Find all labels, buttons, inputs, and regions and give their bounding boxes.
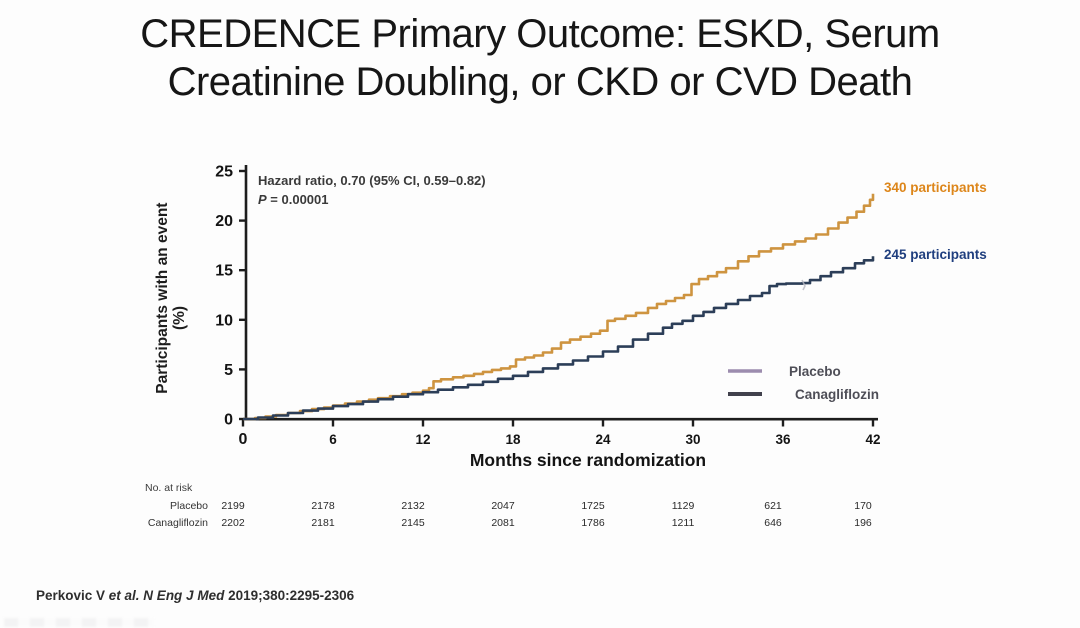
x-axis-title: Months since randomization: [470, 450, 706, 470]
at-risk-value: 2202: [221, 517, 245, 529]
x-tick-label: 42: [865, 432, 880, 447]
at-risk-value: 621: [764, 500, 782, 512]
y-tick-label: 10: [215, 312, 233, 329]
at-risk-value: 2132: [401, 500, 425, 512]
placebo-curve: [243, 193, 875, 421]
at-risk-value: 646: [764, 517, 782, 529]
canagliflozin-curve: [243, 256, 875, 421]
y-tick-label: 20: [215, 213, 233, 230]
y-tick-label: 25: [215, 164, 233, 181]
at-risk-value: 2145: [401, 517, 425, 529]
y-axis-title: Participants with an event (%): [154, 198, 188, 394]
legend: Placebo Canagliflozin: [728, 364, 879, 402]
slide-title-line2: Creatinine Doubling, or CKD or CVD Death: [167, 60, 913, 104]
legend-canagliflozin-label: Canagliflozin: [795, 387, 879, 402]
chart-generated-layer: 0 6 12 18 24 30 36 42 0 5 10 15 20 25 2199 2178 2132 2047…: [215, 164, 880, 530]
p-value-text: P = 0.00001: [258, 192, 329, 207]
x-tick-label: 18: [505, 432, 521, 447]
x-tick-label: 24: [595, 432, 611, 447]
at-risk-row-label-canagliflozin: Canagliflozin: [148, 517, 208, 529]
at-risk-value: 2181: [311, 517, 335, 529]
at-risk-value: 1786: [581, 517, 605, 529]
x-tick-label: 12: [415, 432, 430, 447]
citation: Perkovic V et al. N Eng J Med 2019;380:2…: [36, 588, 354, 603]
citation-journal: et al. N Eng J Med: [108, 588, 229, 603]
hazard-ratio-text: Hazard ratio, 0.70 (95% CI, 0.59–0.82): [258, 173, 486, 188]
bottom-watermark-artifact: [4, 618, 154, 627]
x-tick-label: 6: [329, 432, 337, 447]
at-risk-value: 196: [854, 517, 872, 529]
legend-placebo-label: Placebo: [789, 364, 841, 379]
y-tick-label: 5: [224, 362, 233, 379]
x-tick-label: 30: [685, 432, 700, 447]
slide-title-line1: CREDENCE Primary Outcome: ESKD, Serum: [140, 12, 940, 56]
citation-author: Perkovic V: [36, 588, 109, 603]
x-tick-label: 0: [239, 431, 248, 448]
at-risk-value: 2047: [491, 500, 515, 512]
citation-volume: 2019;380:2295-2306: [228, 588, 355, 603]
y-tick-label: 15: [215, 263, 233, 280]
cursor-artifact: [801, 279, 806, 291]
at-risk-row-label-placebo: Placebo: [170, 500, 208, 512]
at-risk-value: 170: [854, 500, 872, 512]
at-risk-title: No. at risk: [145, 482, 193, 494]
at-risk-value: 1129: [672, 500, 695, 512]
slide-title: CREDENCE Primary Outcome: ESKD, Serum Cr…: [0, 10, 1080, 106]
at-risk-value: 1725: [581, 500, 605, 512]
x-tick-label: 36: [775, 432, 791, 447]
at-risk-value: 2199: [221, 500, 245, 512]
canagliflozin-end-label: 245 participants: [884, 247, 987, 262]
at-risk-value: 1211: [672, 517, 695, 529]
at-risk-value: 2178: [311, 500, 335, 512]
at-risk-value: 2081: [491, 517, 515, 529]
placebo-end-label: 340 participants: [884, 180, 987, 195]
y-tick-label: 0: [224, 412, 233, 429]
